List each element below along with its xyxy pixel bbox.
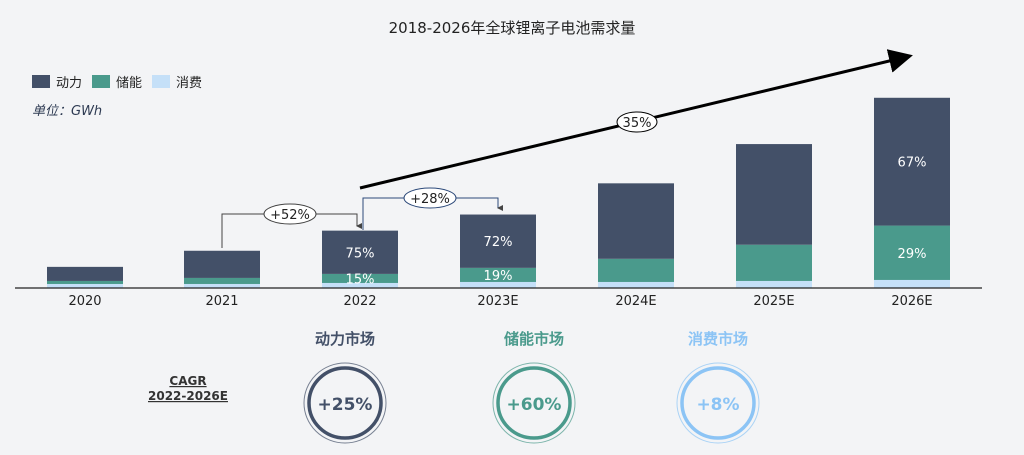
bar-segment-2025E-1 — [736, 244, 812, 281]
legend-label-power: 动力 — [56, 76, 82, 91]
legend-swatch-power — [32, 75, 50, 88]
inner-ring — [680, 366, 756, 440]
legend-swatch-consumer — [152, 75, 170, 88]
bar-segment-2020-0 — [47, 266, 123, 281]
bar-segment-2024E-1 — [598, 258, 674, 282]
x-tick-label: 2021 — [205, 294, 238, 309]
cagr-value: +25% — [318, 395, 373, 415]
bar-segment-2022-0 — [322, 230, 398, 274]
x-tick-label: 2020 — [68, 294, 101, 309]
bar-segment-2023E-2 — [460, 281, 536, 288]
data-label: 72% — [484, 235, 513, 250]
bar-segment-2022-2 — [322, 282, 398, 288]
legend-label-storage: 储能 — [116, 76, 142, 91]
bar-segment-2021-0 — [184, 250, 260, 278]
annotation-ellipse — [403, 187, 457, 209]
cagr-market-2: 消费市场 +8% — [676, 330, 760, 444]
outer-ring — [303, 362, 387, 444]
data-label: 67% — [898, 156, 927, 171]
bar-segment-2020-1 — [47, 280, 123, 284]
bar-segment-2021-1 — [184, 277, 260, 284]
annotation-text: 35% — [623, 116, 652, 131]
cagr-market-1: 储能市场 +60% — [492, 330, 576, 444]
cagr-value: +8% — [696, 395, 739, 415]
market-name: 储能市场 — [504, 330, 564, 348]
data-label: 15% — [346, 272, 375, 287]
bar-segment-2024E-0 — [598, 183, 674, 259]
bar-segment-2026E-2 — [874, 279, 950, 288]
annotation-text: +28% — [410, 192, 450, 207]
bar-segment-2020-2 — [47, 283, 123, 288]
bar-segment-2026E-0 — [874, 97, 950, 226]
outer-ring — [676, 362, 760, 444]
chart-title: 2018-2026年全球锂离子电池需求量 — [389, 19, 636, 37]
x-tick-label: 2022 — [343, 294, 376, 309]
market-name: 动力市场 — [315, 330, 375, 348]
bar-segment-2026E-1 — [874, 225, 950, 280]
x-tick-label: 2025E — [753, 294, 794, 309]
bar-segment-2024E-2 — [598, 281, 674, 288]
data-label: 29% — [898, 247, 927, 262]
bars: 75% 15% 72% 19% 67% 29% — [47, 97, 950, 288]
data-label: 19% — [484, 269, 513, 284]
inner-ring — [307, 366, 383, 440]
growth-annotation-2022-2023: +28% — [362, 187, 503, 230]
legend: 动力 储能 消费 — [32, 75, 202, 91]
bar-segment-2021-2 — [184, 283, 260, 288]
x-ticks: 2020 2021 2022 2023E 2024E 2025E 2026E — [68, 294, 932, 309]
bar-segment-2025E-2 — [736, 280, 812, 288]
bar-segment-2025E-0 — [736, 144, 812, 245]
bar-segment-2023E-1 — [460, 267, 536, 282]
unit-label: 单位：GWh — [32, 103, 102, 119]
annotation-ellipse — [263, 203, 317, 225]
inner-ring — [496, 366, 572, 440]
annotation-ellipse — [616, 111, 658, 133]
market-name: 消费市场 — [688, 330, 748, 348]
cagr-value: +60% — [507, 395, 562, 415]
bar-segment-2023E-0 — [460, 214, 536, 268]
growth-annotation-2021-2022: +52% — [221, 203, 362, 248]
x-tick-label: 2026E — [891, 294, 932, 309]
cagr-label: CAGR — [169, 374, 206, 388]
cagr-period-label: 2022-2026E — [148, 389, 228, 403]
annotation-text: +52% — [270, 208, 310, 223]
legend-label-consumer: 消费 — [176, 76, 202, 91]
cagr-market-0: 动力市场 +25% — [303, 330, 387, 444]
legend-swatch-storage — [92, 75, 110, 88]
x-tick-label: 2024E — [615, 294, 656, 309]
trend-annotation: 35% — [359, 49, 913, 190]
outer-ring — [492, 362, 576, 444]
x-tick-label: 2023E — [477, 294, 518, 309]
data-label: 75% — [346, 246, 375, 261]
bar-segment-2022-1 — [322, 273, 398, 283]
